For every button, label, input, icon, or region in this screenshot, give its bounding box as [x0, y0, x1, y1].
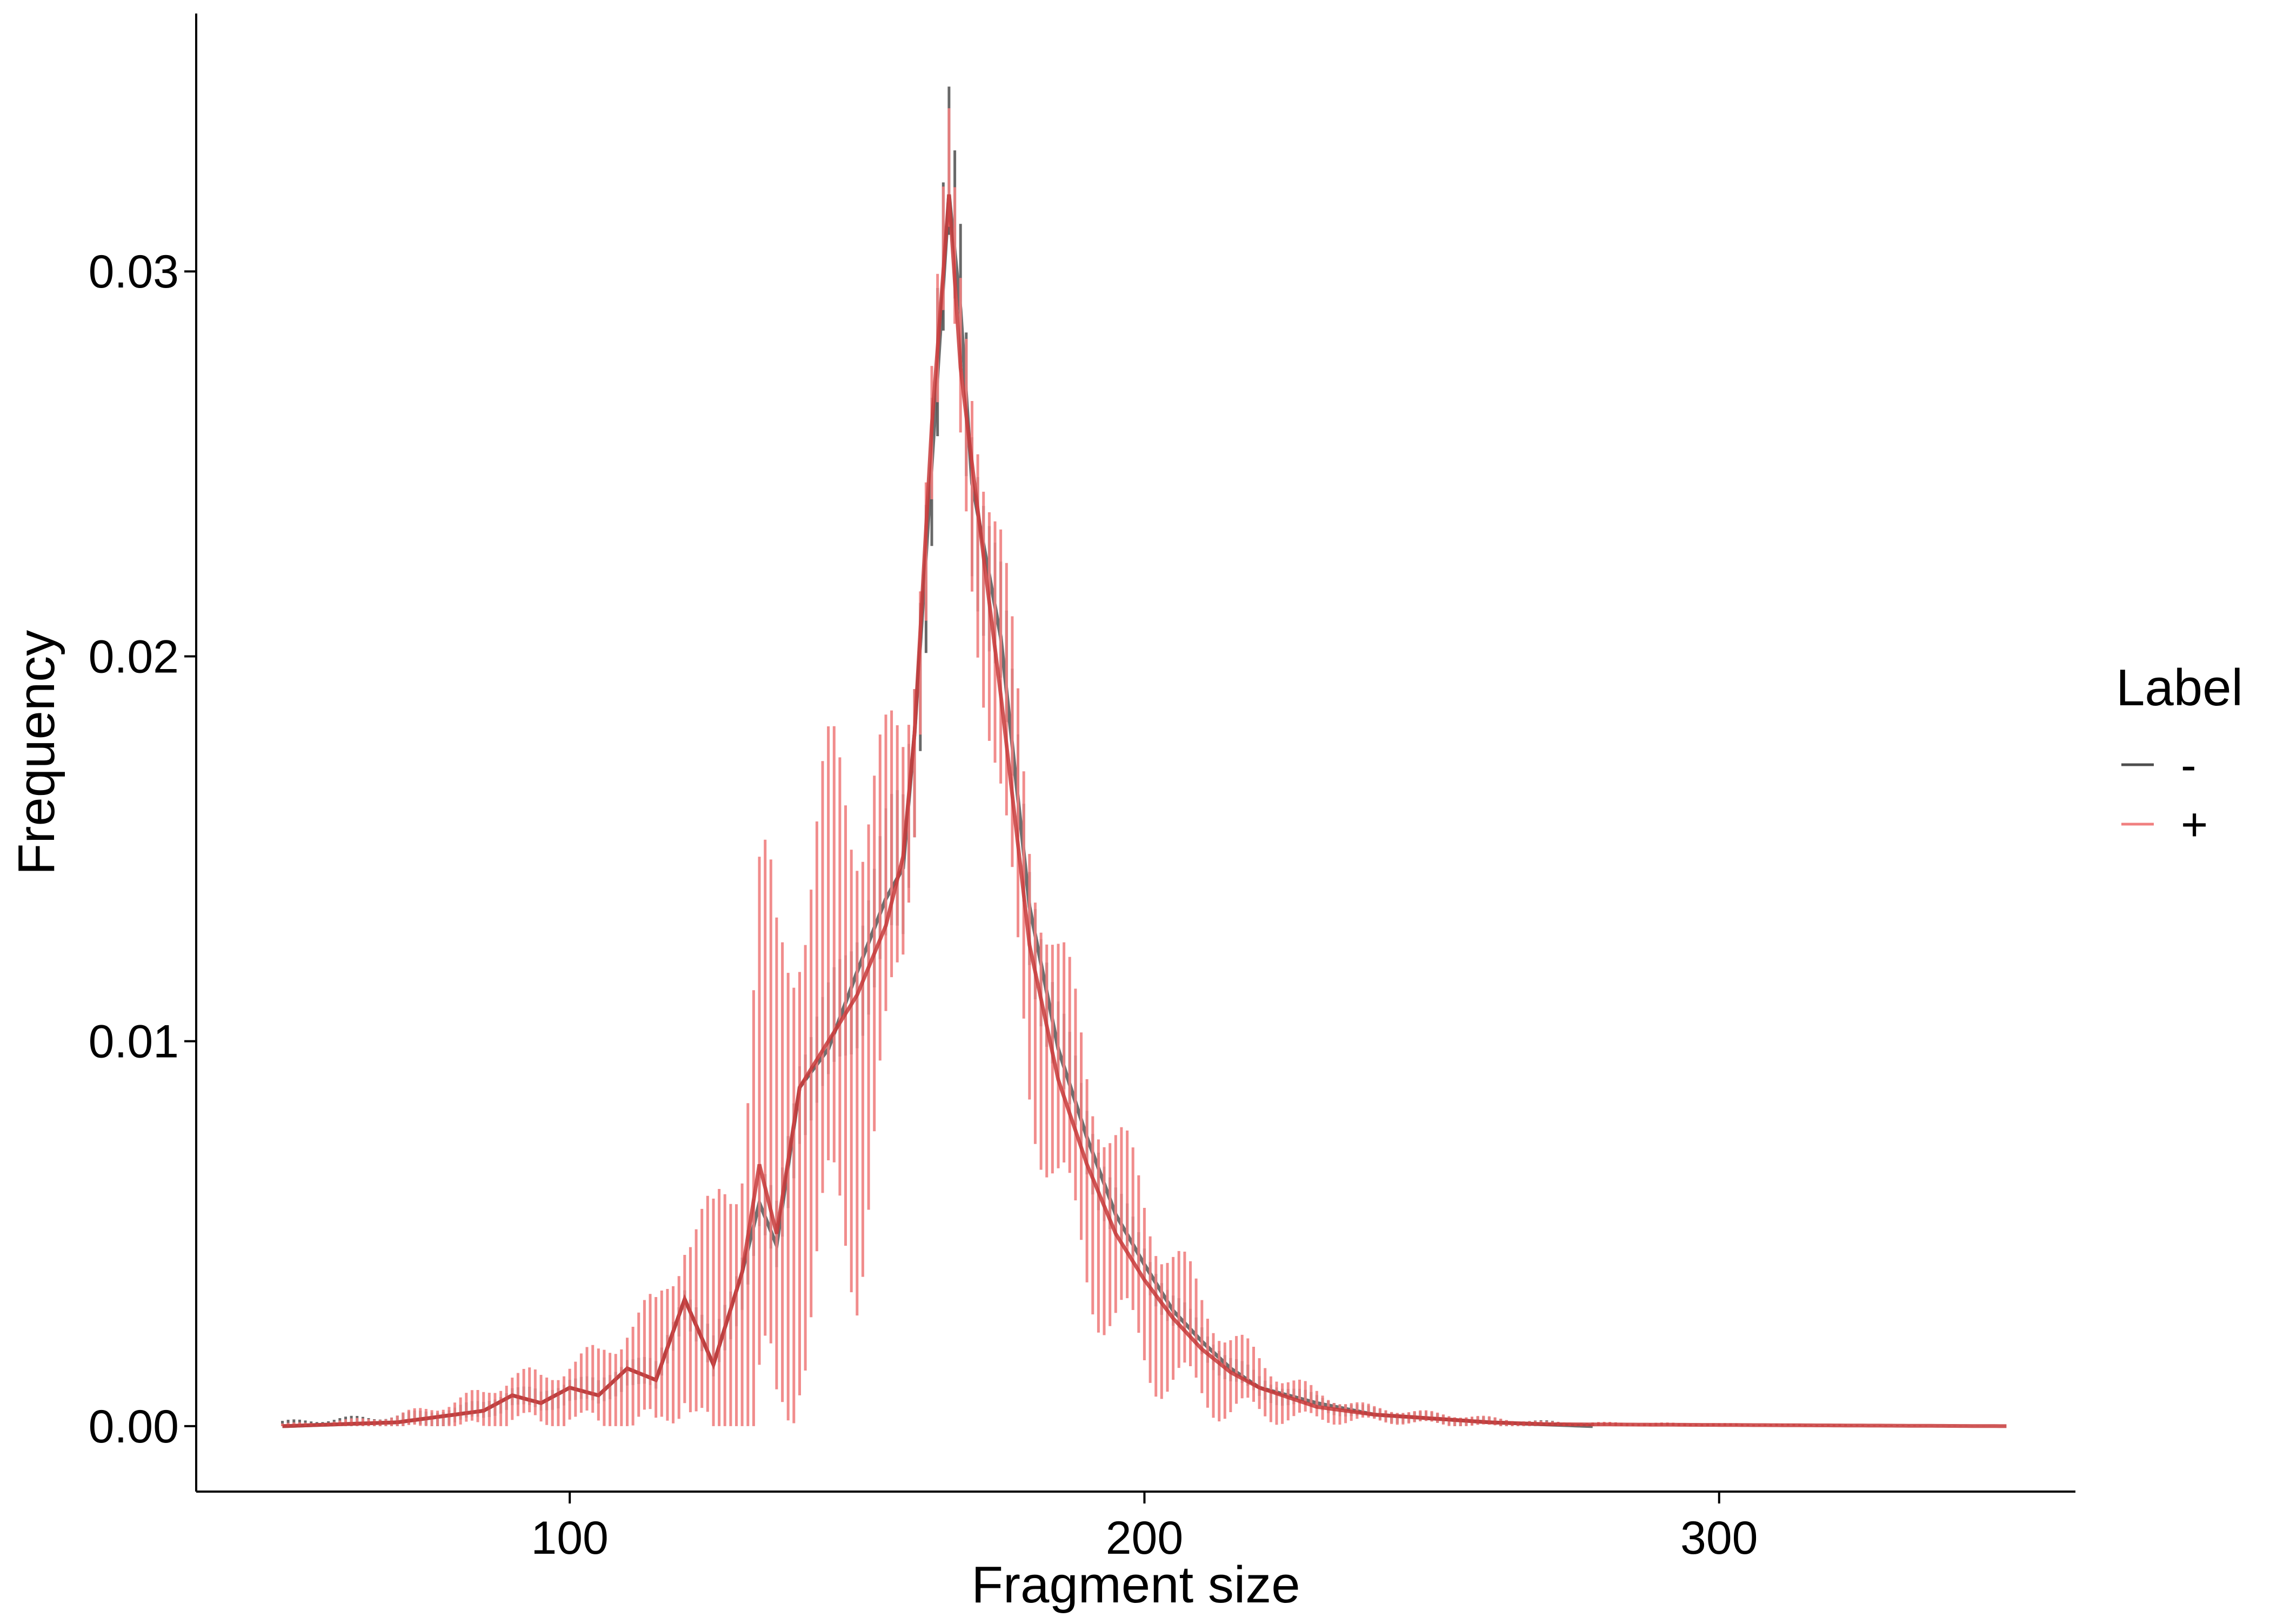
axes-layer	[195, 14, 2075, 1493]
x-tick-label: 200	[1106, 1512, 1184, 1564]
legend-entries: -+	[2121, 739, 2208, 851]
y-tick-label: 0.01	[89, 1016, 179, 1068]
legend-title: Label	[2116, 659, 2243, 717]
x-tick-label: 100	[531, 1512, 609, 1564]
series-plus	[281, 108, 2007, 1428]
y-tick-label: 0.03	[89, 246, 179, 298]
series-layer	[281, 86, 2007, 1428]
series-spikes	[281, 108, 2002, 1426]
y-tick-label: 0.02	[89, 631, 179, 683]
x-axis-title: Fragment size	[971, 1556, 1300, 1614]
ticks-layer: 100 200 300 0.00 0.01 0.02 0.03	[89, 246, 1758, 1564]
y-axis-title: Frequency	[8, 630, 65, 876]
x-tick-label: 300	[1680, 1512, 1758, 1564]
series-line	[282, 194, 2007, 1428]
y-tick-label: 0.00	[89, 1401, 179, 1453]
legend-label: -	[2181, 739, 2196, 791]
legend-label: +	[2181, 799, 2208, 851]
legend: Label -+	[2116, 659, 2243, 851]
